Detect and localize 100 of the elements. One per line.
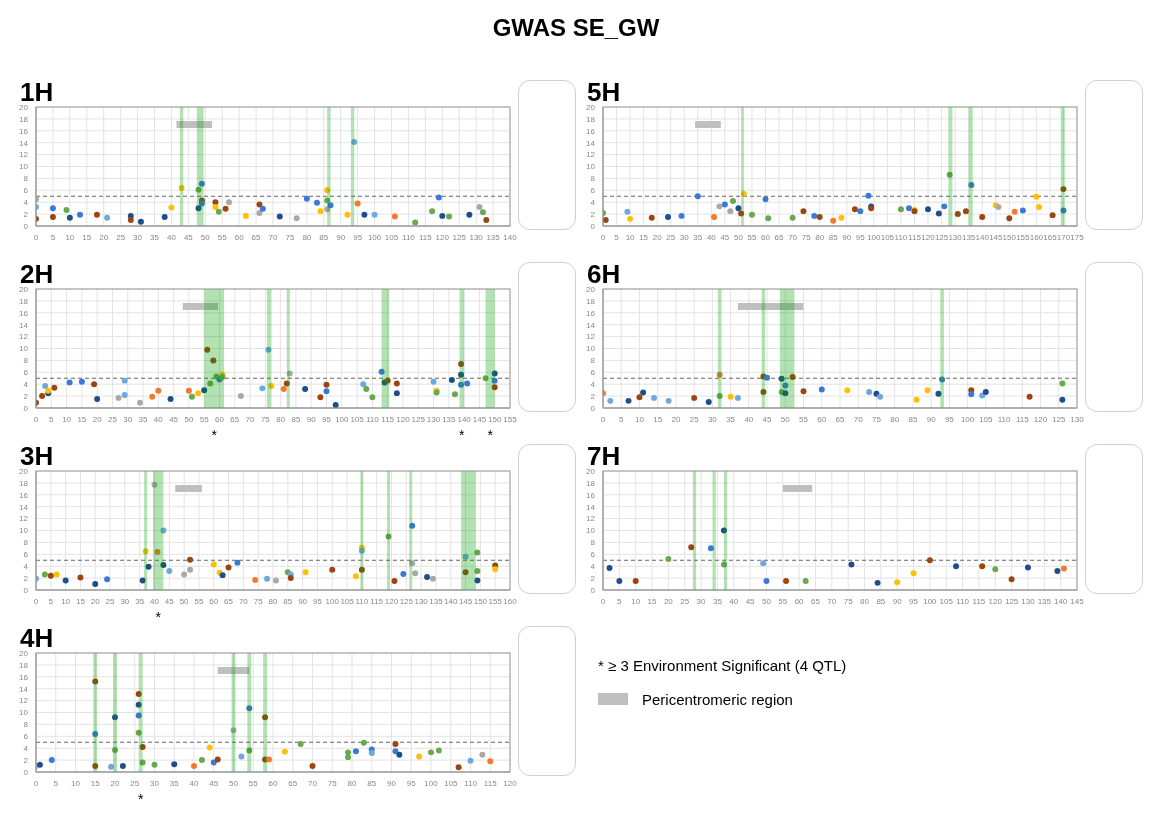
y-tick-label: 14 [19, 138, 29, 148]
y-tick-label: 2 [23, 755, 29, 765]
x-tick-label: 80 [268, 596, 278, 606]
x-tick-label: 125 [411, 414, 426, 424]
y-tick-label: 8 [23, 538, 29, 548]
y-tick-label: 20 [19, 102, 29, 112]
x-tick-label: 95 [353, 232, 363, 242]
y-tick-label: 6 [23, 186, 29, 196]
x-tick-label: 105 [340, 596, 355, 606]
x-tick-label: 150 [1002, 232, 1017, 242]
y-tick-label: 8 [590, 538, 596, 548]
y-tick-label: 16 [19, 126, 29, 136]
y-tick-label: 2 [23, 209, 29, 219]
x-tick-label: 70 [853, 414, 864, 424]
x-tick-label: 120 [988, 596, 1003, 606]
x-tick-label: 160 [1029, 232, 1044, 242]
x-tick-label: 50 [733, 232, 744, 242]
x-tick-label: 90 [306, 414, 317, 424]
x-tick-label: 170 [1056, 232, 1071, 242]
x-tick-label: 10 [62, 414, 72, 424]
x-tick-label: 45 [183, 232, 194, 242]
x-tick-label: 5 [50, 232, 56, 242]
x-tick-label: 30 [150, 778, 160, 788]
x-tick-label: 35 [150, 232, 160, 242]
y-tick-label: 6 [590, 550, 596, 560]
x-tick-label: 155 [503, 414, 518, 424]
x-tick-label: 100 [325, 596, 340, 606]
x-tick-label: 20 [90, 596, 101, 606]
x-tick-label: 25 [116, 232, 126, 242]
y-tick-label: 12 [586, 514, 596, 524]
y-tick-label: 4 [23, 744, 29, 754]
x-tick-label: 110 [956, 596, 970, 606]
x-tick-label: 140 [457, 414, 472, 424]
x-tick-label: 35 [726, 414, 736, 424]
text: GWAS SE_GW [491, 14, 661, 42]
y-tick-label: 10 [586, 162, 596, 172]
x-tick-label: 20 [92, 414, 103, 424]
y-tick-label: 2 [590, 209, 596, 219]
x-tick-label: 50 [762, 596, 772, 606]
x-tick-label: 35 [693, 232, 703, 242]
x-tick-label: 115 [972, 596, 986, 606]
x-tick-label: 105 [350, 414, 365, 424]
x-tick-label: 150 [488, 414, 502, 424]
x-tick-label: 175 [1070, 232, 1085, 242]
x-tick-label: 165 [1043, 232, 1058, 242]
x-tick-label: 10 [635, 414, 645, 424]
x-tick-label: 45 [720, 232, 730, 242]
x-tick-label: 60 [215, 414, 225, 424]
x-tick-label: 100 [335, 414, 350, 424]
x-tick-label: 120 [503, 778, 518, 788]
x-tick-label: 70 [245, 414, 256, 424]
x-tick-label: 75 [801, 232, 812, 242]
x-tick-label: 70 [308, 778, 318, 788]
x-tick-label: 5 [614, 232, 620, 242]
x-tick-label: 45 [762, 414, 773, 424]
y-tick-label: 20 [19, 284, 29, 294]
x-tick-label: 105 [979, 414, 994, 424]
y-tick-label: 18 [19, 114, 29, 124]
x-tick-label: 155 [488, 596, 503, 606]
x-tick-label: 70 [238, 596, 249, 606]
y-tick-label: 2 [23, 391, 29, 401]
x-tick-label: 15 [653, 414, 663, 424]
x-tick-label: 150 [473, 596, 488, 606]
x-tick-label: 25 [666, 232, 676, 242]
x-tick-label: 135 [429, 596, 444, 606]
x-tick-label: 65 [811, 596, 821, 606]
y-tick-label: 2 [590, 573, 596, 583]
x-tick-label: 30 [707, 414, 718, 424]
y-tick-label: 14 [586, 502, 596, 512]
x-tick-label: 70 [268, 232, 278, 242]
x-tick-label: 80 [815, 232, 825, 242]
x-tick-label: 90 [298, 596, 308, 606]
x-tick-label: 50 [780, 414, 791, 424]
y-tick-label: 12 [19, 150, 29, 160]
x-tick-label: 110 [464, 778, 478, 788]
x-tick-label: 85 [291, 414, 301, 424]
x-tick-label: 50 [179, 596, 190, 606]
x-tick-label: 75 [253, 596, 264, 606]
x-tick-label: 35 [138, 414, 149, 424]
x-tick-label: 85 [828, 232, 839, 242]
x-tick-label: 100 [923, 596, 938, 606]
y-tick-label: 8 [590, 356, 596, 366]
x-tick-label: 100 [424, 778, 439, 788]
x-tick-label: 0 [600, 596, 606, 606]
y-tick-label: 16 [19, 308, 29, 318]
x-tick-label: 45 [169, 414, 179, 424]
y-tick-label: 4 [23, 198, 29, 208]
x-tick-label: 15 [77, 414, 87, 424]
y-tick-label: 14 [19, 684, 29, 694]
x-tick-label: 5 [49, 414, 55, 424]
x-tick-label: 125 [399, 596, 414, 606]
x-tick-label: 95 [855, 232, 866, 242]
x-tick-label: 15 [75, 596, 86, 606]
x-tick-label: 145 [458, 596, 473, 606]
x-tick-label: 100 [367, 232, 382, 242]
y-tick-label: 18 [19, 478, 29, 488]
x-tick-label: 60 [268, 778, 278, 788]
x-tick-label: 50 [200, 232, 211, 242]
x-tick-label: 115 [370, 596, 384, 606]
x-tick-label: 125 [1004, 596, 1019, 606]
